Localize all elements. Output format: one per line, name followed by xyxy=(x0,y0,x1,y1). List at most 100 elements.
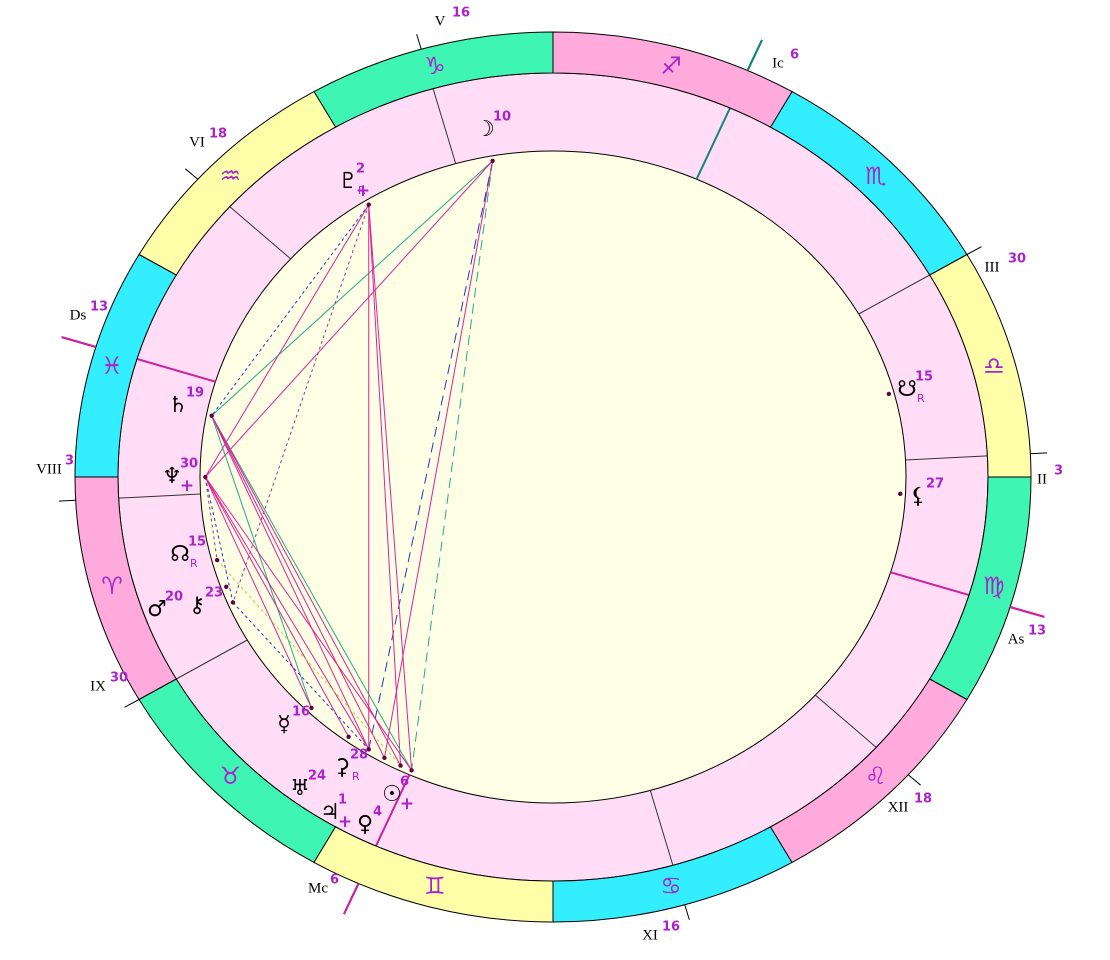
planet-dot xyxy=(203,474,208,480)
planet-degree: 1 xyxy=(338,793,347,808)
aspect-line xyxy=(211,415,385,759)
retrograde: R xyxy=(917,392,925,405)
planet-degree: 24 xyxy=(308,769,326,784)
planet-dot xyxy=(398,763,403,768)
planet-dot xyxy=(224,584,229,590)
retrograde: R xyxy=(358,184,366,197)
planet-glyph: ⚳ xyxy=(334,755,350,780)
aspect-line xyxy=(216,559,401,766)
house-degree: 18 xyxy=(914,792,932,807)
planet-mark: + xyxy=(400,794,414,814)
house-label: III xyxy=(985,259,1000,275)
planet-glyph: ⚷ xyxy=(189,593,205,618)
sign-glyph: ♏ xyxy=(865,162,887,190)
house-tick xyxy=(124,699,140,708)
house-degree: 13 xyxy=(1028,624,1046,639)
planet-degree: 10 xyxy=(493,110,511,125)
planet-dot xyxy=(209,413,214,418)
planet-dot xyxy=(366,202,371,207)
angle-line xyxy=(746,39,763,71)
planet-degree: 23 xyxy=(205,586,223,601)
planet-degree: 4 xyxy=(373,805,382,820)
planet-glyph: ♀ xyxy=(357,812,373,837)
house-cusp xyxy=(858,274,930,315)
sign-glyph: ♑ xyxy=(424,52,446,80)
aspect-line xyxy=(368,160,494,750)
planet-mark: + xyxy=(338,812,352,832)
house-degree: 6 xyxy=(790,48,799,63)
planet-degree: 30 xyxy=(180,457,198,472)
house-cusp xyxy=(176,639,248,680)
planet-glyph: ☿ xyxy=(277,712,291,737)
planet-degree: 6 xyxy=(400,775,409,790)
sign-glyph: ♋ xyxy=(660,872,682,900)
sign-glyph: ♊ xyxy=(424,872,446,900)
house-degree: 16 xyxy=(452,6,470,21)
aspect-line xyxy=(204,160,493,478)
planet-glyph: ♅ xyxy=(290,776,310,801)
planet-glyph: ☊ xyxy=(170,542,190,567)
house-degree: 16 xyxy=(662,920,680,935)
house-degree: 3 xyxy=(1054,464,1063,479)
planet-glyph: ♄ xyxy=(168,393,188,418)
house-cusp xyxy=(118,493,201,499)
house-cusp xyxy=(905,455,988,461)
aspect-line xyxy=(204,476,350,738)
sign-glyph: ♈ xyxy=(101,572,123,600)
planet-glyph: ☋ xyxy=(897,377,917,402)
aspect-line xyxy=(211,204,370,417)
angle-line xyxy=(343,883,360,915)
house-cusp xyxy=(815,694,877,748)
planet-glyph: ☽ xyxy=(475,117,495,142)
planet-glyph: ♆ xyxy=(162,464,182,489)
sign-segment xyxy=(74,253,177,478)
house-degree: 18 xyxy=(209,127,227,142)
aspect-line xyxy=(211,415,413,771)
house-label: XII xyxy=(888,799,909,815)
house-label: Ds xyxy=(70,307,87,323)
aspect-line xyxy=(211,415,312,709)
house-degree: 13 xyxy=(90,300,108,315)
planet-dot xyxy=(409,768,414,773)
planet-dot xyxy=(898,491,903,497)
aspect-line xyxy=(383,160,494,758)
house-cusp xyxy=(432,88,457,164)
planet-degree: 28 xyxy=(350,748,368,763)
house-tick xyxy=(966,246,982,255)
planet-degree: 2 xyxy=(356,162,365,177)
planet-glyph: ♇ xyxy=(338,169,358,194)
angle-line xyxy=(61,336,97,348)
angle-line xyxy=(1009,606,1045,618)
planet-dot xyxy=(230,600,236,605)
planet-degree: 20 xyxy=(165,590,183,605)
house-label: Ic xyxy=(772,55,784,71)
sign-glyph: ♍ xyxy=(983,572,1005,600)
planet-dot xyxy=(382,755,387,761)
aspect-line xyxy=(204,476,412,771)
planet-glyph: ☉ xyxy=(382,782,402,807)
house-tick xyxy=(416,34,422,50)
house-label: IX xyxy=(90,678,106,694)
house-degree: 30 xyxy=(1008,252,1026,267)
house-tick xyxy=(907,774,921,786)
house-degree: 6 xyxy=(330,873,339,888)
planet-degree: 15 xyxy=(915,370,933,385)
planet-dot xyxy=(214,557,220,563)
planet-degree: 19 xyxy=(186,386,204,401)
house-label: Mc xyxy=(308,880,328,896)
planet-glyph: ♂ xyxy=(147,597,167,622)
planet-degree: 15 xyxy=(188,535,206,550)
planet-dot xyxy=(309,705,314,711)
sign-glyph: ♎ xyxy=(983,352,1005,380)
aspect-line xyxy=(211,415,370,750)
planet-glyph: ♃ xyxy=(320,800,340,825)
planet-dot xyxy=(490,158,495,163)
house-cusp xyxy=(229,206,291,260)
planet-mark: + xyxy=(356,181,370,201)
sign-glyph: ♓ xyxy=(101,352,123,380)
house-label: VI xyxy=(189,134,205,150)
house-tick xyxy=(1030,452,1048,455)
sign-glyph: ♉ xyxy=(219,762,241,790)
retrograde: R xyxy=(352,770,360,783)
